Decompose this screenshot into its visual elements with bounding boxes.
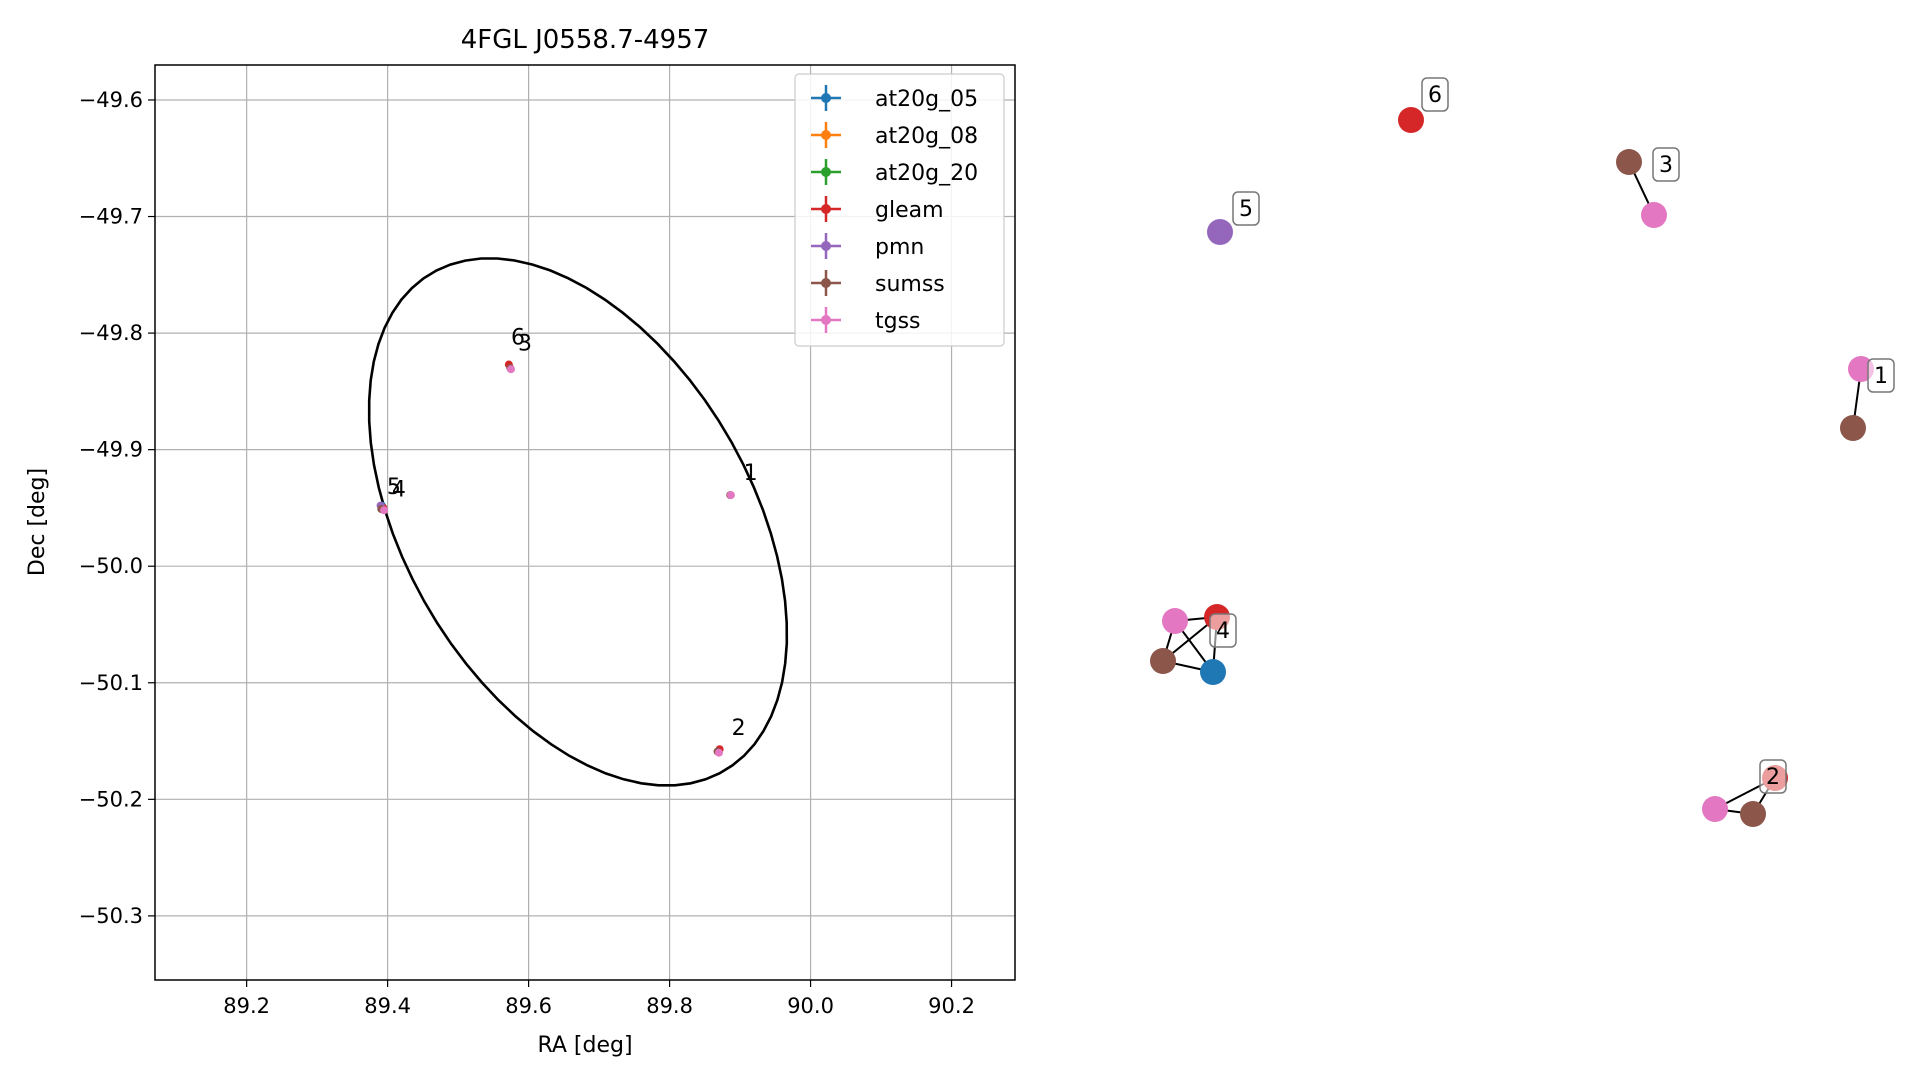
marker-tgss bbox=[380, 506, 389, 515]
network-node bbox=[1740, 801, 1766, 827]
x-tick-label: 90.0 bbox=[787, 994, 834, 1018]
legend-marker bbox=[821, 130, 831, 140]
legend-label: sumss bbox=[875, 272, 945, 297]
network-panel: 6 3 5 1 4 2 bbox=[1150, 77, 1895, 827]
y-tick-label: −50.3 bbox=[79, 904, 143, 928]
y-tick-label: −49.6 bbox=[79, 88, 143, 112]
node-label-box bbox=[1421, 77, 1449, 112]
network-node bbox=[1702, 796, 1728, 822]
confidence-ellipse bbox=[367, 257, 789, 787]
legend-entry-at20g_08: at20g_08 bbox=[811, 122, 978, 149]
legend-label: at20g_05 bbox=[875, 87, 978, 112]
node-label-text: 6 bbox=[1428, 83, 1442, 108]
point-annotation: 3 bbox=[518, 332, 532, 357]
legend-marker bbox=[821, 93, 831, 103]
node-label-box bbox=[1209, 613, 1237, 648]
y-tick-label: −49.9 bbox=[79, 438, 143, 462]
network-node bbox=[1840, 415, 1866, 441]
legend-marker bbox=[821, 204, 831, 214]
node-label-box bbox=[1232, 191, 1260, 226]
legend-entry-at20g_20: at20g_20 bbox=[811, 159, 978, 186]
legend-label: tgss bbox=[875, 309, 921, 334]
node-label-text: 4 bbox=[1216, 619, 1230, 644]
y-axis-ticks: −49.6 −49.7 −49.8 −49.9 −50.0 −50.1 −50.2 −50.3 bbox=[79, 88, 155, 928]
legend-marker bbox=[821, 167, 831, 177]
legend-entry-tgss: tgss bbox=[811, 307, 921, 334]
legend-marker bbox=[821, 241, 831, 251]
node-label-text: 1 bbox=[1874, 364, 1888, 389]
network-node bbox=[1207, 219, 1233, 245]
legend-label: at20g_20 bbox=[875, 161, 978, 186]
plot-frame bbox=[154, 64, 1016, 981]
y-tick-label: −49.7 bbox=[79, 205, 143, 229]
node-label-2: 2 bbox=[1759, 759, 1787, 794]
legend-label: at20g_08 bbox=[875, 124, 978, 149]
node-label-box bbox=[1867, 358, 1895, 393]
y-tick-label: −50.0 bbox=[79, 554, 143, 578]
network-node bbox=[1616, 149, 1642, 175]
node-label-text: 2 bbox=[1766, 765, 1780, 790]
legend-marker bbox=[821, 278, 831, 288]
point-annotation: 6 bbox=[511, 326, 525, 351]
node-label-text: 5 bbox=[1239, 197, 1253, 222]
x-tick-label: 89.4 bbox=[364, 994, 411, 1018]
network-node bbox=[1398, 107, 1424, 133]
node-label-box bbox=[1759, 759, 1787, 794]
point-annotations: 63 54 1 2 bbox=[387, 326, 758, 741]
x-axis-label: RA [deg] bbox=[537, 1033, 632, 1058]
ellipse-path bbox=[367, 257, 789, 787]
marker-tgss bbox=[506, 365, 515, 374]
x-tick-label: 89.8 bbox=[646, 994, 693, 1018]
x-tick-label: 89.2 bbox=[223, 994, 270, 1018]
legend-entry-gleam: gleam bbox=[811, 196, 944, 223]
legend-entry-sumss: sumss bbox=[811, 270, 945, 297]
y-tick-label: −49.8 bbox=[79, 321, 143, 345]
marker-tgss bbox=[726, 491, 735, 500]
y-axis-label: Dec [deg] bbox=[25, 468, 50, 576]
chart-title: 4FGL J0558.7-4957 bbox=[461, 25, 710, 55]
y-tick-label: −50.2 bbox=[79, 787, 143, 811]
node-label-1: 1 bbox=[1867, 358, 1895, 393]
legend-entry-at20g_05: at20g_05 bbox=[811, 85, 978, 112]
legend-box bbox=[794, 73, 1005, 347]
network-nodes bbox=[1150, 107, 1874, 827]
legend-marker bbox=[821, 315, 831, 325]
source-markers bbox=[376, 360, 735, 757]
node-label-3: 3 bbox=[1652, 147, 1680, 182]
y-tick-label: −50.1 bbox=[79, 671, 143, 695]
x-axis-ticks: 89.2 89.4 89.6 89.8 90.0 90.2 bbox=[223, 980, 975, 1018]
network-node bbox=[1150, 648, 1176, 674]
network-node bbox=[1200, 659, 1226, 685]
node-label-text: 3 bbox=[1659, 153, 1673, 178]
legend-label: gleam bbox=[875, 198, 944, 223]
node-label-5: 5 bbox=[1232, 191, 1260, 226]
point-annotation: 5 bbox=[387, 475, 401, 500]
network-labels: 6 3 5 1 4 2 bbox=[1209, 77, 1895, 794]
x-tick-label: 90.2 bbox=[928, 994, 975, 1018]
x-tick-label: 89.6 bbox=[505, 994, 552, 1018]
marker-tgss bbox=[714, 748, 723, 757]
network-node bbox=[1641, 202, 1667, 228]
legend-entry-pmn: pmn bbox=[811, 233, 924, 260]
point-annotation: 4 bbox=[392, 477, 406, 502]
legend-label: pmn bbox=[875, 235, 924, 260]
node-label-6: 6 bbox=[1421, 77, 1449, 112]
network-node bbox=[1162, 608, 1188, 634]
point-annotation: 1 bbox=[744, 461, 758, 486]
point-annotation: 2 bbox=[732, 716, 746, 741]
node-label-box bbox=[1652, 147, 1680, 182]
node-label-4: 4 bbox=[1209, 613, 1237, 648]
